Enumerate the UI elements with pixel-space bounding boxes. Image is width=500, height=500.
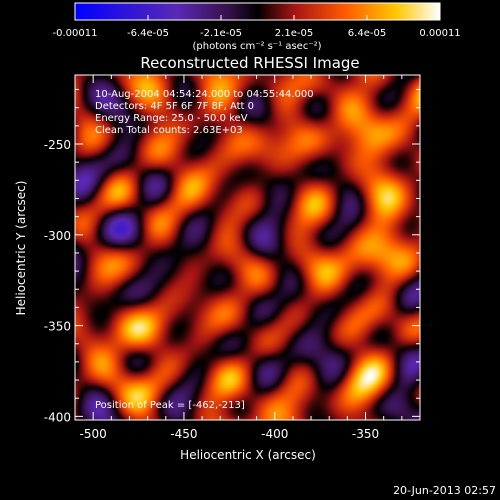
x-tick-label: -450	[170, 427, 197, 441]
annotation-line: Clean Total counts: 2.63E+03	[95, 125, 243, 136]
x-axis-label: Heliocentric X (arcsec)	[180, 448, 316, 462]
annotation-block: 10-Aug-2004 04:54:24.000 to 04:55:44.000…	[95, 89, 314, 136]
annotation-line: Detectors: 4F 5F 6F 7F 8F, Att 0	[95, 101, 254, 112]
colorbar-ticks: -0.00011 -6.4e-05 -2.1e-05 2.1e-05 6.4e-05 0.…	[53, 15, 461, 39]
footer-timestamp: 20-Jun-2013 02:57	[393, 484, 496, 497]
colorbar-tick-label: 2.1e-05	[275, 28, 313, 39]
y-axis-label: Heliocentric Y (arcsec)	[14, 181, 28, 316]
x-tick-label: -400	[261, 427, 288, 441]
colorbar-tick-label: 6.4e-05	[348, 28, 386, 39]
colorbar-tick-label: -0.00011	[53, 28, 98, 39]
x-tick-label: -500	[80, 427, 107, 441]
colorbar-units-label: (photons cm⁻² s⁻¹ asec⁻²)	[192, 41, 321, 52]
x-tick-label: -350	[352, 427, 379, 441]
colorbar-tick-label: -6.4e-05	[127, 28, 169, 39]
y-tick-label: -350	[44, 320, 71, 334]
y-axis-ticks: -250 -300 -350 -400	[44, 89, 420, 424]
annotation-line: 10-Aug-2004 04:54:24.000 to 04:55:44.000	[95, 89, 314, 100]
peak-position-label: Position of Peak = [-462,-213]	[95, 400, 245, 411]
y-tick-label: -300	[44, 229, 71, 243]
x-axis-ticks: -500 -450 -400 -350	[74, 75, 421, 441]
heatmap-image	[75, 75, 420, 420]
plot-frame	[74, 74, 421, 421]
annotation-line: Energy Range: 25.0 - 50.0 keV	[95, 113, 248, 124]
colorbar-tick-label: -2.1e-05	[200, 28, 242, 39]
colorbar-tick-label: 0.00011	[419, 28, 460, 39]
colorbar	[74, 2, 441, 21]
y-tick-label: -250	[44, 138, 71, 152]
y-tick-label: -400	[44, 410, 71, 424]
chart-title: Reconstructed RHESSI Image	[140, 54, 359, 72]
